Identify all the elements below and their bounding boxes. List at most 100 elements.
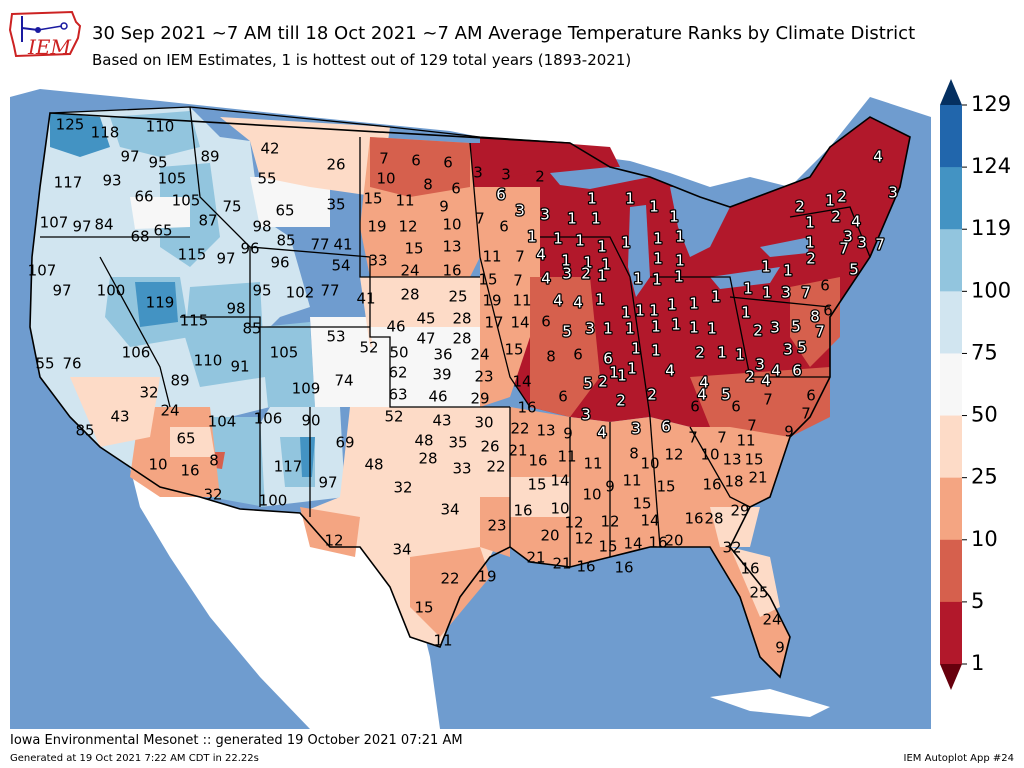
district-rank-label: 15 (656, 478, 675, 496)
district-rank-label: 5 (849, 261, 859, 279)
district-rank-label: 1 (707, 320, 717, 338)
district-rank-label: 4 (873, 148, 883, 166)
district-rank-label: 6 (451, 180, 461, 198)
district-rank-label: 65 (275, 202, 294, 220)
district-rank-label: 1 (689, 319, 699, 337)
district-rank-label: 11 (433, 632, 452, 650)
district-rank-label: 9 (563, 425, 573, 443)
district-rank-label: 6 (541, 313, 551, 331)
district-rank-label: 115 (180, 312, 209, 330)
district-rank-label: 96 (270, 254, 289, 272)
colorbar-bin (940, 291, 962, 354)
district-rank-label: 33 (368, 252, 387, 270)
colorbar-tick-label: 5 (971, 589, 984, 613)
district-rank-label: 4 (665, 362, 675, 380)
district-rank-label: 55 (257, 170, 276, 188)
iem-logo: IEM (8, 6, 84, 70)
district-rank-label: 12 (398, 218, 417, 236)
district-rank-label: 13 (442, 238, 461, 256)
district-rank-label: 35 (326, 196, 345, 214)
district-rank-label: 119 (146, 294, 175, 312)
district-rank-label: 28 (452, 310, 471, 328)
district-rank-label: 55 (35, 355, 54, 373)
district-rank-label: 7 (763, 391, 773, 409)
district-rank-label: 2 (753, 322, 763, 340)
district-rank-label: 1 (625, 190, 635, 208)
district-rank-label: 12 (564, 514, 583, 532)
map-title: 30 Sep 2021 ~7 AM till 18 Oct 2021 ~7 AM… (92, 23, 916, 44)
district-rank-label: 11 (736, 432, 755, 450)
district-rank-label: 24 (400, 262, 419, 280)
district-rank-label: 1 (675, 252, 685, 270)
district-rank-label: 97 (72, 218, 91, 236)
district-rank-label: 28 (704, 510, 723, 528)
district-rank-label: 105 (158, 170, 187, 188)
district-rank-label: 4 (541, 270, 551, 288)
district-rank-label: 1 (617, 367, 627, 385)
district-rank-label: 125 (56, 116, 85, 134)
district-rank-label: 1 (601, 256, 611, 274)
district-rank-label: 32 (393, 479, 412, 497)
district-rank-label: 53 (326, 328, 345, 346)
colorbar-bin (940, 353, 962, 417)
district-rank-label: 33 (452, 460, 471, 478)
canada-land (10, 77, 931, 187)
district-rank-label: 109 (292, 380, 321, 398)
svg-text:IEM: IEM (27, 35, 72, 59)
district-rank-label: 3 (783, 341, 793, 359)
district-rank-label: 21 (508, 442, 527, 460)
district-rank-label: 16 (576, 558, 595, 576)
district-rank-label: 10 (640, 455, 659, 473)
district-rank-label: 1 (591, 210, 601, 228)
district-rank-label: 1 (627, 360, 637, 378)
district-rank-label: 3 (888, 184, 898, 202)
district-rank-label: 41 (356, 290, 375, 308)
footer-app-id: IEM Autoplot App #24 (903, 753, 1014, 764)
district-rank-label: 87 (198, 212, 217, 230)
district-rank-label: 6 (499, 218, 509, 236)
district-rank-label: 13 (536, 422, 555, 440)
district-rank-label: 4 (851, 213, 861, 231)
district-rank-label: 1 (603, 320, 613, 338)
district-rank-label: 5 (583, 375, 593, 393)
district-rank-label: 4 (536, 246, 546, 264)
district-rank-label: 46 (428, 388, 447, 406)
district-rank-label: 65 (153, 222, 172, 240)
district-rank-label: 4 (761, 372, 771, 390)
district-rank-label: 115 (178, 246, 207, 264)
district-rank-label: 22 (440, 570, 459, 588)
district-rank-label: 3 (843, 228, 853, 246)
district-rank-label: 77 (320, 282, 339, 300)
district-rank-label: 6 (806, 387, 816, 405)
district-rank-label: 97 (216, 250, 235, 268)
district-rank-label: 14 (510, 314, 529, 332)
colorbar-bin (940, 415, 962, 479)
district-rank-label: 105 (172, 192, 201, 210)
district-rank-label: 7 (815, 323, 825, 341)
district-rank-label: 21 (552, 555, 571, 573)
district-rank-label: 62 (388, 364, 407, 382)
district-rank-label: 11 (482, 248, 501, 266)
district-rank-label: 1 (649, 198, 659, 216)
district-rank-label: 8 (629, 445, 639, 463)
district-rank-label: 48 (414, 432, 433, 450)
district-rank-label: 22 (486, 458, 505, 476)
district-rank-label: 34 (392, 541, 411, 559)
district-rank-label: 2 (837, 188, 847, 206)
district-rank-label: 100 (259, 492, 288, 510)
district-rank-label: 118 (91, 124, 120, 142)
district-rank-label: 52 (384, 408, 403, 426)
district-rank-label: 2 (695, 344, 705, 362)
district-rank-label: 75 (222, 198, 241, 216)
district-rank-label: 7 (475, 210, 485, 228)
district-rank-label: 3 (585, 320, 595, 338)
district-rank-label: 45 (416, 310, 435, 328)
district-rank-label: 26 (326, 156, 345, 174)
district-rank-label: 2 (598, 373, 608, 391)
district-rank-label: 2 (831, 208, 841, 226)
district-rank-label: 2 (806, 250, 816, 268)
district-rank-label: 11 (512, 292, 531, 310)
